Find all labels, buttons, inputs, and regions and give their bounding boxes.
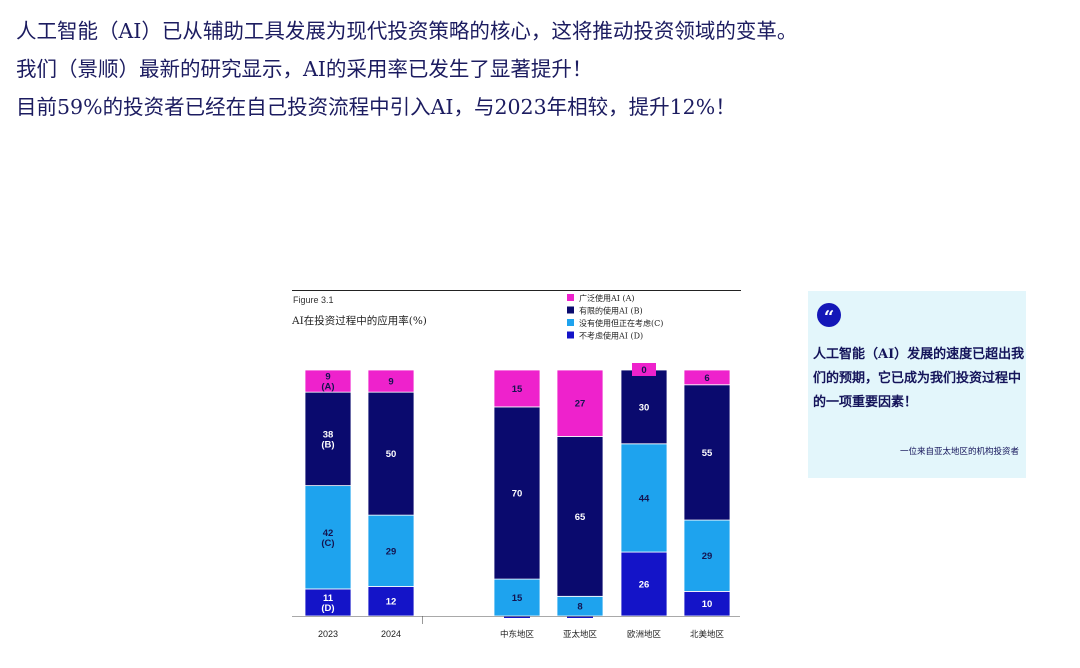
value-label-B: 50 <box>386 449 397 460</box>
value-label-A: 27 <box>575 399 586 410</box>
bar-segment-C <box>493 578 541 617</box>
value-label-C: 15 <box>512 593 523 604</box>
value-label-A: 9 <box>388 377 393 388</box>
bar-segment-A <box>304 369 352 393</box>
category-label: 欧洲地区 <box>627 629 662 640</box>
bar-segment-A <box>493 369 541 408</box>
quote-card: “ 人工智能（AI）发展的速度已超出我们的预期，它已成为我们投资过程中的一项重要… <box>808 291 1026 478</box>
legend-label-B: 有限的使用AI (B) <box>579 306 643 316</box>
bar-segment-A <box>367 369 415 393</box>
bar-segment-B <box>367 391 415 516</box>
bar-segment-B <box>620 369 668 445</box>
legend-swatch-D <box>567 331 574 339</box>
headline-3: 目前59%的投资者已经在自己投资流程中引入AI，与2023年相较，提升12%！ <box>16 95 736 119</box>
bar-segment-C <box>367 514 415 587</box>
legend-swatch-B <box>567 306 574 314</box>
category-label: 亚太地区 <box>563 629 598 640</box>
category-label: 2023 <box>318 629 338 639</box>
value-label-A: 6 <box>704 373 709 384</box>
bar-segment-C <box>683 519 731 592</box>
legend-swatch-A <box>567 294 574 301</box>
value-label-A: 9 (A) <box>321 372 334 393</box>
legend-label-C: 没有使用但正在考虑(C) <box>579 318 663 328</box>
value-label-D: 11 (D) <box>321 593 334 614</box>
value-label-C: 29 <box>702 551 713 562</box>
bar-segment-B <box>493 406 541 580</box>
bar-segment-B <box>683 384 731 521</box>
bar-segment-D <box>620 551 668 617</box>
bar-segment-A <box>683 369 731 386</box>
value-label-D: 12 <box>386 597 397 608</box>
value-label-B: 55 <box>702 448 713 459</box>
value-label-C: 44 <box>639 493 650 504</box>
legend-label-D: 不考虑使用AI (D) <box>579 331 643 341</box>
quote-mark-icon: “ <box>817 303 841 328</box>
value-label-A: 0 <box>641 365 646 376</box>
category-label: 中东地区 <box>500 629 535 640</box>
legend-label-A: 广泛使用AI (A) <box>579 293 635 303</box>
value-label-B: 70 <box>512 489 523 500</box>
quote-source: 一位来自亚太地区的机构投资者 <box>899 447 1019 457</box>
chart-legend: 广泛使用AI (A) 有限的使用AI (B) 没有使用但正在考虑(C) 不考虑使用AI… <box>567 293 663 341</box>
bar-segment-C <box>620 443 668 553</box>
bar-segment-C <box>304 485 352 590</box>
bar-segment-A-zero <box>632 363 656 376</box>
chart-title: AI在投资过程中的应用率(%) <box>291 314 427 327</box>
bar-segment-D <box>304 588 352 617</box>
headline-2: 我们（景顺）最新的研究显示，AI的采用率已发生了显著提升！ <box>16 57 593 81</box>
category-label: 2024 <box>381 629 401 639</box>
value-label-C: 42 (C) <box>321 528 334 549</box>
quote-text: 人工智能（AI）发展的速度已超出我们的预期，它已成为我们投资过程中的一项重要因素… <box>813 347 1025 410</box>
chart-bars: 11(D)42(C)38(B)9(A)122950901570150865272… <box>304 363 731 618</box>
value-label-C: 29 <box>386 546 397 557</box>
figure-label: Figure 3.1 <box>293 295 334 305</box>
value-label-D: 26 <box>639 580 650 591</box>
ai-adoption-chart: Figure 3.1 AI在投资过程中的应用率(%) 广泛使用AI (A) 有限的… <box>280 284 760 658</box>
chart-category-labels: 2023 2024 中东地区 亚太地区 欧洲地区 北美地区 <box>318 629 725 640</box>
bar-segment-B <box>556 436 604 597</box>
headline-1: 人工智能（AI）已从辅助工具发展为现代投资策略的核心，这将推动投资领域的变革。 <box>16 19 798 43</box>
bar-segment-D <box>683 590 731 617</box>
value-label-A: 15 <box>512 384 523 395</box>
value-label-B: 65 <box>575 512 586 523</box>
value-label-D: 10 <box>702 599 713 610</box>
value-label-B: 30 <box>639 402 650 413</box>
category-label: 北美地区 <box>690 629 725 640</box>
bar-segment-A <box>556 369 604 437</box>
value-label-C: 8 <box>577 602 582 613</box>
legend-swatch-C <box>567 319 574 326</box>
value-label-B: 38 (B) <box>321 429 334 450</box>
